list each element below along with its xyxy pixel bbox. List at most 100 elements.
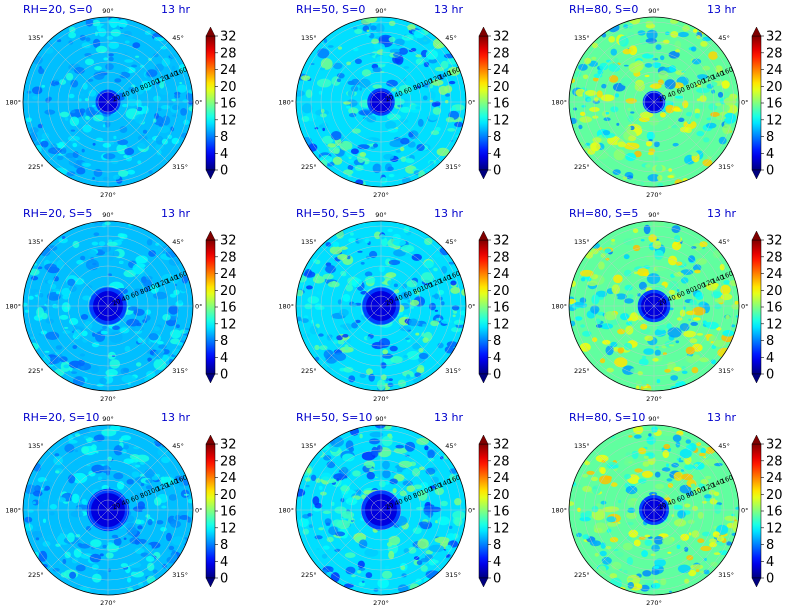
heatmap-cell	[671, 241, 682, 251]
heatmap-cell	[673, 366, 682, 372]
heatmap-cell	[121, 449, 127, 455]
heatmap-cell	[444, 346, 455, 354]
heatmap-cell	[623, 238, 634, 246]
heatmap-cell	[119, 71, 131, 79]
angle-tick-label: 0°	[195, 507, 202, 515]
panel-time-label: 13 hr	[161, 411, 190, 424]
heatmap-cell	[74, 461, 79, 466]
heatmap-cell	[638, 536, 646, 540]
heatmap-cell	[669, 590, 672, 593]
heatmap-cell	[663, 443, 671, 450]
heatmap-cell	[101, 428, 117, 437]
colorbar-max-extension	[751, 434, 762, 445]
heatmap-cell	[142, 129, 148, 134]
heatmap-cell	[668, 125, 671, 129]
heatmap-cell	[123, 30, 132, 37]
heatmap-cell	[302, 333, 311, 339]
colorbar-tick-label: 0	[766, 164, 774, 179]
heatmap-cell	[44, 109, 56, 115]
heatmap-cell	[417, 538, 429, 549]
heatmap-cell	[425, 467, 436, 475]
heatmap-cell	[120, 563, 129, 568]
heatmap-cell	[670, 375, 679, 381]
heatmap-cell	[693, 317, 701, 321]
heatmap-cell	[385, 481, 390, 485]
heatmap-cell	[688, 569, 697, 577]
heatmap-cell	[103, 153, 116, 160]
angle-tick-label: 135°	[28, 238, 44, 246]
polar-panel: 0°45°90°135°180°225°270°315°204060801001…	[551, 411, 782, 607]
colorbar-tick-label: 8	[493, 130, 501, 145]
heatmap-cell	[627, 507, 636, 513]
heatmap-cell	[600, 467, 606, 475]
heatmap-cell	[389, 478, 398, 485]
heatmap-cell	[652, 156, 659, 161]
heatmap-cell	[142, 508, 150, 513]
heatmap-cell	[415, 332, 420, 336]
panel-time-label: 13 hr	[707, 3, 736, 16]
colorbar-tick-label: 16	[766, 505, 783, 520]
heatmap-cell	[136, 362, 142, 367]
heatmap-cell	[322, 127, 326, 132]
heatmap-cell	[700, 570, 705, 574]
heatmap-cell	[607, 521, 619, 527]
colorbar-tick-label: 28	[493, 46, 510, 61]
angular-gridline	[107, 41, 169, 103]
heatmap-cell	[366, 368, 373, 375]
heatmap-cell	[171, 137, 180, 145]
heatmap-cell	[386, 79, 398, 87]
angle-tick-label: 45°	[445, 238, 457, 246]
heatmap-cell	[406, 485, 416, 493]
heatmap-cell	[123, 458, 134, 465]
heatmap-cell	[373, 143, 378, 148]
colorbar-tick-label: 0	[220, 572, 228, 587]
heatmap-cell	[713, 491, 720, 496]
heatmap-cell	[56, 259, 64, 270]
heatmap-cell	[454, 498, 462, 506]
angle-tick-label: 0°	[741, 99, 748, 107]
heatmap-cell	[90, 539, 102, 548]
heatmap-cell	[596, 90, 603, 98]
colorbar-tick-label: 12	[493, 113, 510, 128]
heatmap-cell	[451, 305, 460, 311]
heatmap-cell	[610, 106, 619, 113]
heatmap-cell	[42, 518, 47, 523]
heatmap-cell	[351, 278, 363, 288]
heatmap-cell	[623, 570, 628, 574]
radial-tick-label: 60	[676, 85, 687, 96]
angle-tick-label: 45°	[445, 34, 457, 42]
heatmap-cell	[53, 304, 60, 309]
heatmap-cell	[45, 331, 60, 340]
heatmap-cell	[62, 295, 70, 300]
angle-tick-label: 0°	[195, 303, 202, 311]
heatmap-cell	[702, 36, 712, 42]
colorbar-tick-label: 16	[220, 301, 237, 316]
heatmap-cell	[346, 61, 351, 66]
heatmap-cell	[300, 75, 311, 81]
heatmap-cell	[309, 325, 319, 335]
heatmap-cell	[68, 157, 77, 166]
heatmap-cell	[330, 567, 334, 573]
colorbar-tick-label: 8	[220, 538, 228, 553]
heatmap-cell	[661, 467, 671, 472]
heatmap-cell	[303, 271, 316, 278]
heatmap-cell	[627, 115, 634, 123]
heatmap-cell	[343, 101, 351, 105]
heatmap-cell	[640, 239, 645, 242]
heatmap-cell	[160, 527, 167, 532]
heatmap-cell	[116, 481, 125, 490]
heatmap-cell	[144, 377, 150, 382]
panel-time-label: 13 hr	[434, 207, 463, 220]
heatmap-cell	[344, 344, 349, 351]
panel-time-label: 13 hr	[161, 3, 190, 16]
angle-tick-label: 225°	[301, 163, 317, 171]
heatmap-cell	[177, 84, 188, 93]
heatmap-cell	[148, 333, 159, 341]
radial-tick-label: 40	[120, 497, 131, 508]
heatmap-cell	[84, 53, 92, 57]
heatmap-cell	[343, 366, 354, 373]
heatmap-cell	[617, 328, 626, 335]
colorbar-gradient	[205, 239, 216, 375]
heatmap-cell	[723, 91, 730, 98]
